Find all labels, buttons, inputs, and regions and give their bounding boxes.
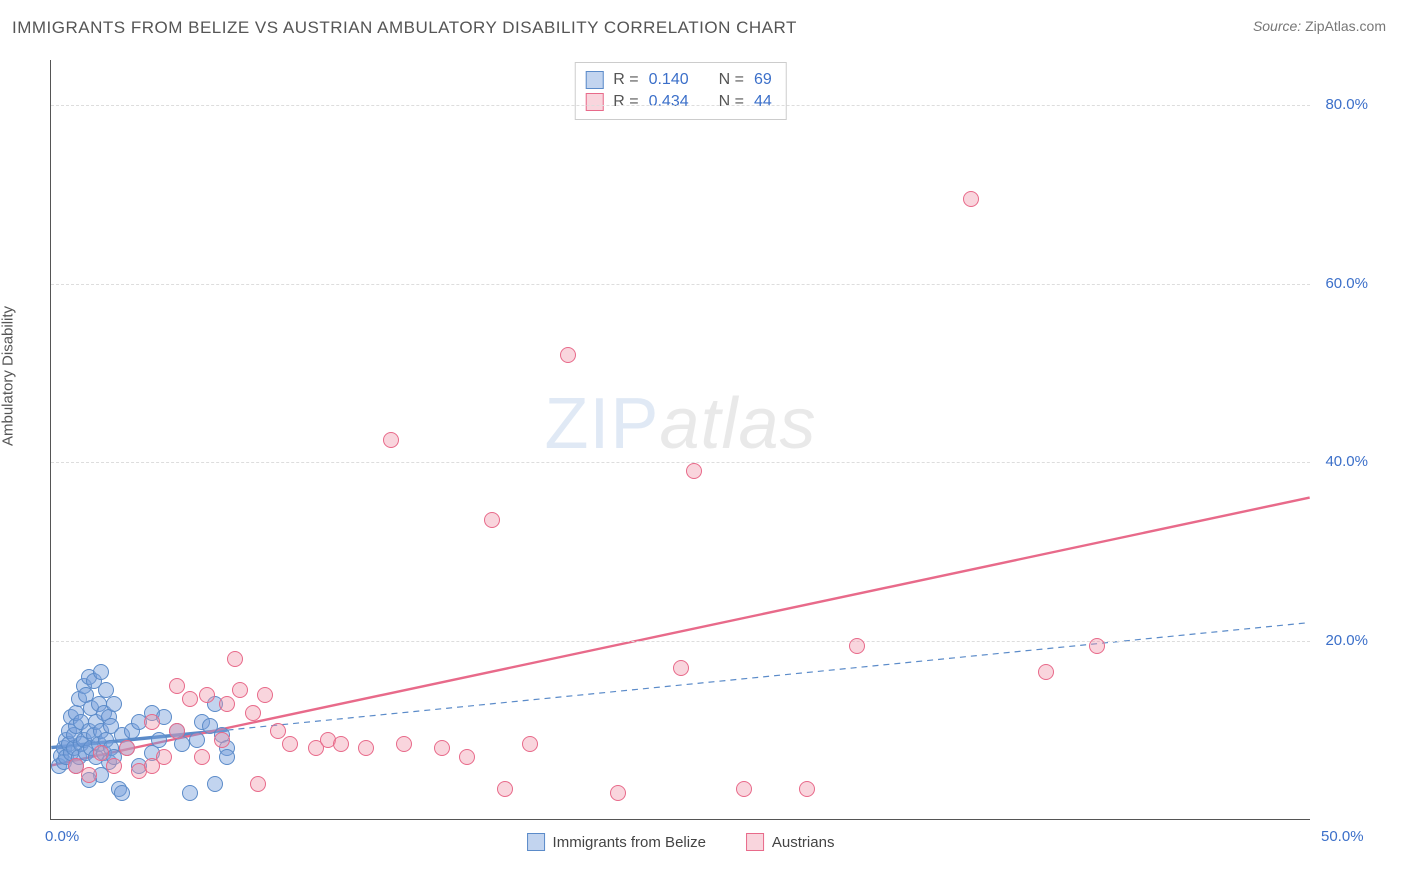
x-tick-label: 0.0% [45, 828, 79, 845]
data-point-belize [106, 696, 122, 712]
data-point-belize [151, 732, 167, 748]
watermark-atlas: atlas [659, 384, 816, 464]
swatch-belize [585, 71, 603, 89]
chart-title: IMMIGRANTS FROM BELIZE VS AUSTRIAN AMBUL… [12, 18, 797, 38]
data-point-austrians [963, 191, 979, 207]
data-point-austrians [144, 714, 160, 730]
y-axis-label: Ambulatory Disability [0, 306, 17, 446]
r-label: R = [613, 69, 638, 91]
data-point-austrians [1038, 664, 1054, 680]
chart-container: IMMIGRANTS FROM BELIZE VS AUSTRIAN AMBUL… [0, 0, 1406, 892]
data-point-austrians [686, 463, 702, 479]
data-point-austrians [270, 723, 286, 739]
data-point-austrians [245, 705, 261, 721]
series-name-belize: Immigrants from Belize [553, 834, 706, 851]
plot-area: ZIPatlas R = 0.140 N = 69 R = 0.434 N = … [50, 60, 1310, 820]
data-point-austrians [81, 767, 97, 783]
data-point-austrians [182, 691, 198, 707]
data-point-austrians [799, 781, 815, 797]
legend-item-belize: Immigrants from Belize [527, 833, 706, 851]
legend-item-austrians: Austrians [746, 833, 835, 851]
data-point-austrians [560, 347, 576, 363]
data-point-belize [182, 785, 198, 801]
data-point-austrians [169, 678, 185, 694]
data-point-austrians [144, 758, 160, 774]
n-value-austrians: 44 [754, 91, 772, 113]
data-point-austrians [194, 749, 210, 765]
y-tick-label: 40.0% [1325, 453, 1368, 470]
data-point-austrians [610, 785, 626, 801]
data-point-belize [114, 785, 130, 801]
data-point-austrians [227, 651, 243, 667]
source-label: Source: [1253, 18, 1301, 34]
legend-row-austrians: R = 0.434 N = 44 [585, 91, 772, 113]
trend-lines [51, 60, 1310, 819]
data-point-austrians [282, 736, 298, 752]
r-value-austrians: 0.434 [649, 91, 689, 113]
data-point-austrians [849, 638, 865, 654]
data-point-austrians [93, 745, 109, 761]
series-legend: Immigrants from Belize Austrians [527, 833, 835, 851]
n-label: N = [719, 91, 744, 113]
data-point-belize [219, 749, 235, 765]
x-tick-label: 50.0% [1321, 828, 1364, 845]
data-point-austrians [219, 696, 235, 712]
data-point-austrians [673, 660, 689, 676]
data-point-austrians [484, 512, 500, 528]
correlation-legend: R = 0.140 N = 69 R = 0.434 N = 44 [574, 62, 787, 120]
watermark-zip: ZIP [544, 384, 659, 464]
watermark: ZIPatlas [544, 383, 816, 465]
data-point-austrians [358, 740, 374, 756]
swatch-austrians [585, 93, 603, 111]
data-point-belize [93, 664, 109, 680]
data-point-austrians [169, 723, 185, 739]
gridline [51, 105, 1310, 106]
source-value: ZipAtlas.com [1305, 18, 1386, 34]
legend-row-belize: R = 0.140 N = 69 [585, 69, 772, 91]
data-point-austrians [232, 682, 248, 698]
data-point-austrians [383, 432, 399, 448]
data-point-austrians [214, 732, 230, 748]
data-point-austrians [1089, 638, 1105, 654]
data-point-austrians [459, 749, 475, 765]
data-point-austrians [497, 781, 513, 797]
data-point-austrians [199, 687, 215, 703]
swatch-austrians [746, 833, 764, 851]
n-label: N = [719, 69, 744, 91]
data-point-austrians [333, 736, 349, 752]
data-point-austrians [396, 736, 412, 752]
data-point-belize [189, 732, 205, 748]
data-point-austrians [119, 740, 135, 756]
data-point-austrians [257, 687, 273, 703]
r-label: R = [613, 91, 638, 113]
data-point-austrians [250, 776, 266, 792]
y-tick-label: 80.0% [1325, 96, 1368, 113]
series-name-austrians: Austrians [772, 834, 835, 851]
data-point-austrians [736, 781, 752, 797]
source-attribution: Source: ZipAtlas.com [1253, 18, 1386, 34]
n-value-belize: 69 [754, 69, 772, 91]
gridline [51, 284, 1310, 285]
gridline [51, 641, 1310, 642]
data-point-austrians [106, 758, 122, 774]
gridline [51, 462, 1310, 463]
y-tick-label: 20.0% [1325, 632, 1368, 649]
data-point-austrians [434, 740, 450, 756]
data-point-belize [207, 776, 223, 792]
data-point-austrians [522, 736, 538, 752]
y-tick-label: 60.0% [1325, 275, 1368, 292]
swatch-belize [527, 833, 545, 851]
r-value-belize: 0.140 [649, 69, 689, 91]
